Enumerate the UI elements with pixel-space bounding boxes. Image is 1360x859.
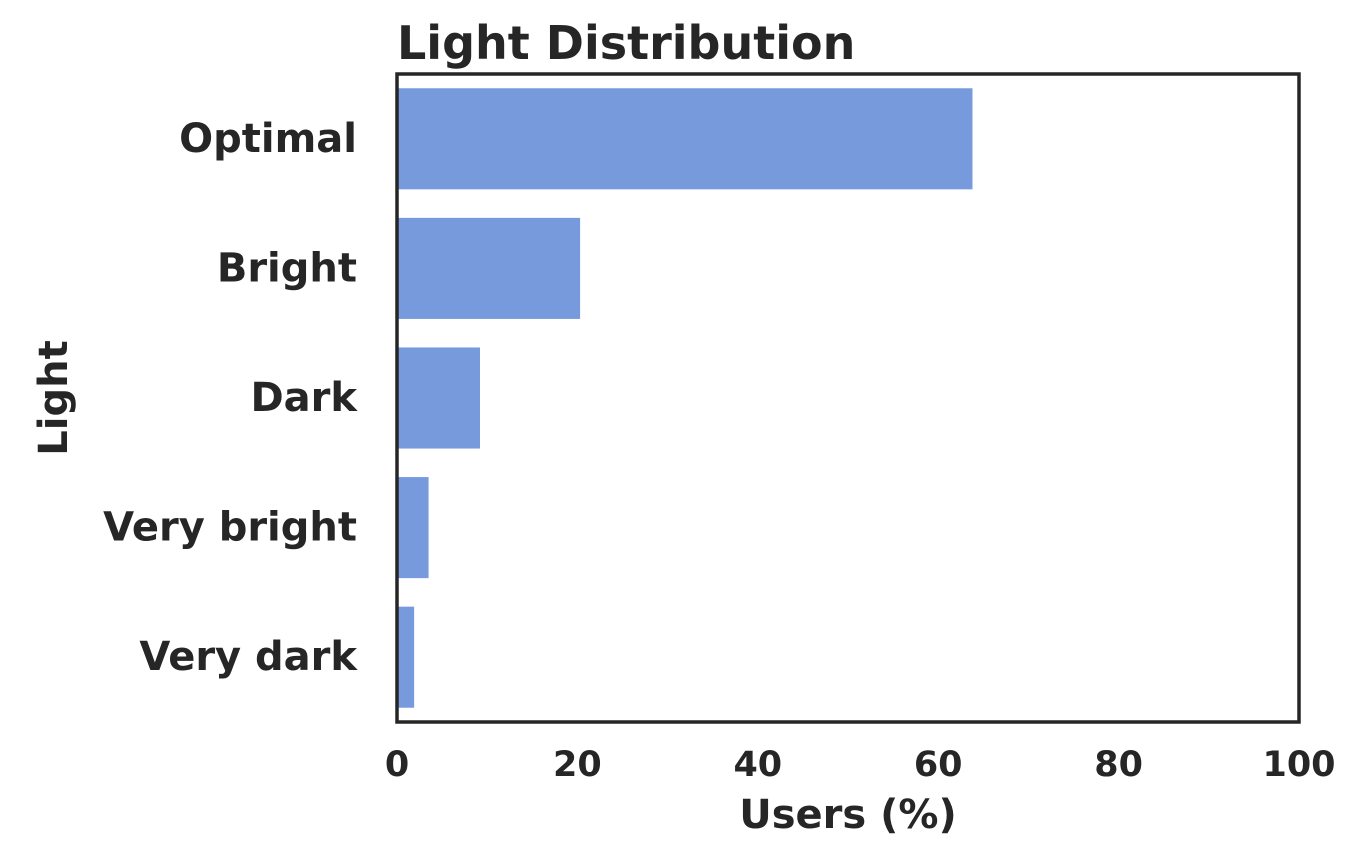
x-tick-label: 100 [1262,745,1335,785]
category-label: Dark [250,375,358,421]
x-tick-label: 80 [1094,745,1143,785]
category-label: Very dark [139,634,358,680]
category-label: Bright [217,245,357,291]
category-label: Very bright [103,505,357,551]
bars-group [397,88,973,708]
category-label: Optimal [179,116,357,162]
bar [397,606,415,708]
bar [397,88,973,190]
x-tick-labels: 0 20 40 60 80 100 [385,745,1336,785]
x-tick-label: 0 [385,745,409,785]
x-tick-label: 40 [733,745,782,785]
plot-frame [395,72,1301,724]
chart-title: Light Distribution [397,16,855,70]
y-axis-label: Light [31,340,77,455]
category-labels: Optimal Bright Dark Very bright Very dark [103,116,358,680]
x-tick-label: 20 [553,745,602,785]
bar [397,347,480,449]
x-tick-label: 60 [914,745,963,785]
bar [397,477,429,579]
bar [397,217,581,319]
x-axis-label: Users (%) [739,792,957,838]
